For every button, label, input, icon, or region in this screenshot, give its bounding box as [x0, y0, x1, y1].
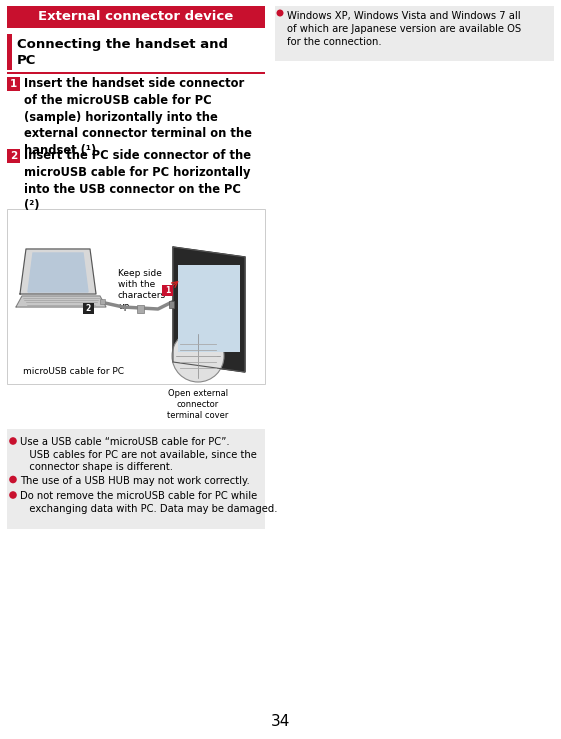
Bar [275, 6, 554, 61]
Bar [162, 285, 173, 296]
Bar [7, 209, 265, 384]
Text: PC: PC [17, 54, 36, 67]
Text: Connecting the handset and: Connecting the handset and [17, 38, 228, 51]
Bar [7, 149, 20, 163]
Bar [137, 305, 144, 313]
Circle shape [9, 437, 17, 445]
Polygon shape [28, 253, 88, 292]
Bar [7, 34, 12, 70]
Text: 1: 1 [165, 286, 170, 295]
Bar [169, 301, 174, 308]
Bar [7, 429, 265, 529]
Bar [178, 265, 240, 352]
Text: Insert the handset side connector
of the microUSB cable for PC
(sample) horizont: Insert the handset side connector of the… [24, 77, 252, 157]
Text: External connector device: External connector device [38, 10, 233, 24]
Text: Windows XP, Windows Vista and Windows 7 all
of which are Japanese version are av: Windows XP, Windows Vista and Windows 7 … [287, 11, 521, 47]
Bar [7, 6, 265, 28]
Polygon shape [173, 247, 245, 372]
Text: 1: 1 [10, 79, 17, 89]
Circle shape [9, 476, 17, 483]
Text: Do not remove the microUSB cable for PC while
   exchanging data with PC. Data m: Do not remove the microUSB cable for PC … [20, 491, 278, 514]
Bar [7, 72, 265, 73]
Text: 2: 2 [86, 304, 91, 313]
Text: Keep side
with the
characters
up: Keep side with the characters up [118, 269, 166, 311]
Text: The use of a USB HUB may not work correctly.: The use of a USB HUB may not work correc… [20, 475, 250, 486]
Bar [83, 303, 94, 314]
Text: Use a USB cable “microUSB cable for PC”.
   USB cables for PC are not available,: Use a USB cable “microUSB cable for PC”.… [20, 437, 257, 472]
Text: 2: 2 [10, 151, 17, 161]
Bar [100, 299, 105, 304]
Bar [7, 77, 20, 91]
Text: 34: 34 [271, 713, 290, 729]
Circle shape [172, 330, 224, 382]
Polygon shape [16, 296, 106, 307]
Circle shape [277, 10, 283, 16]
Text: Insert the PC side connector of the
microUSB cable for PC horizontally
into the : Insert the PC side connector of the micr… [24, 149, 251, 212]
Polygon shape [20, 249, 96, 294]
Circle shape [9, 491, 17, 499]
Text: Open external
connector
terminal cover: Open external connector terminal cover [167, 389, 229, 420]
Text: microUSB cable for PC: microUSB cable for PC [23, 367, 124, 376]
